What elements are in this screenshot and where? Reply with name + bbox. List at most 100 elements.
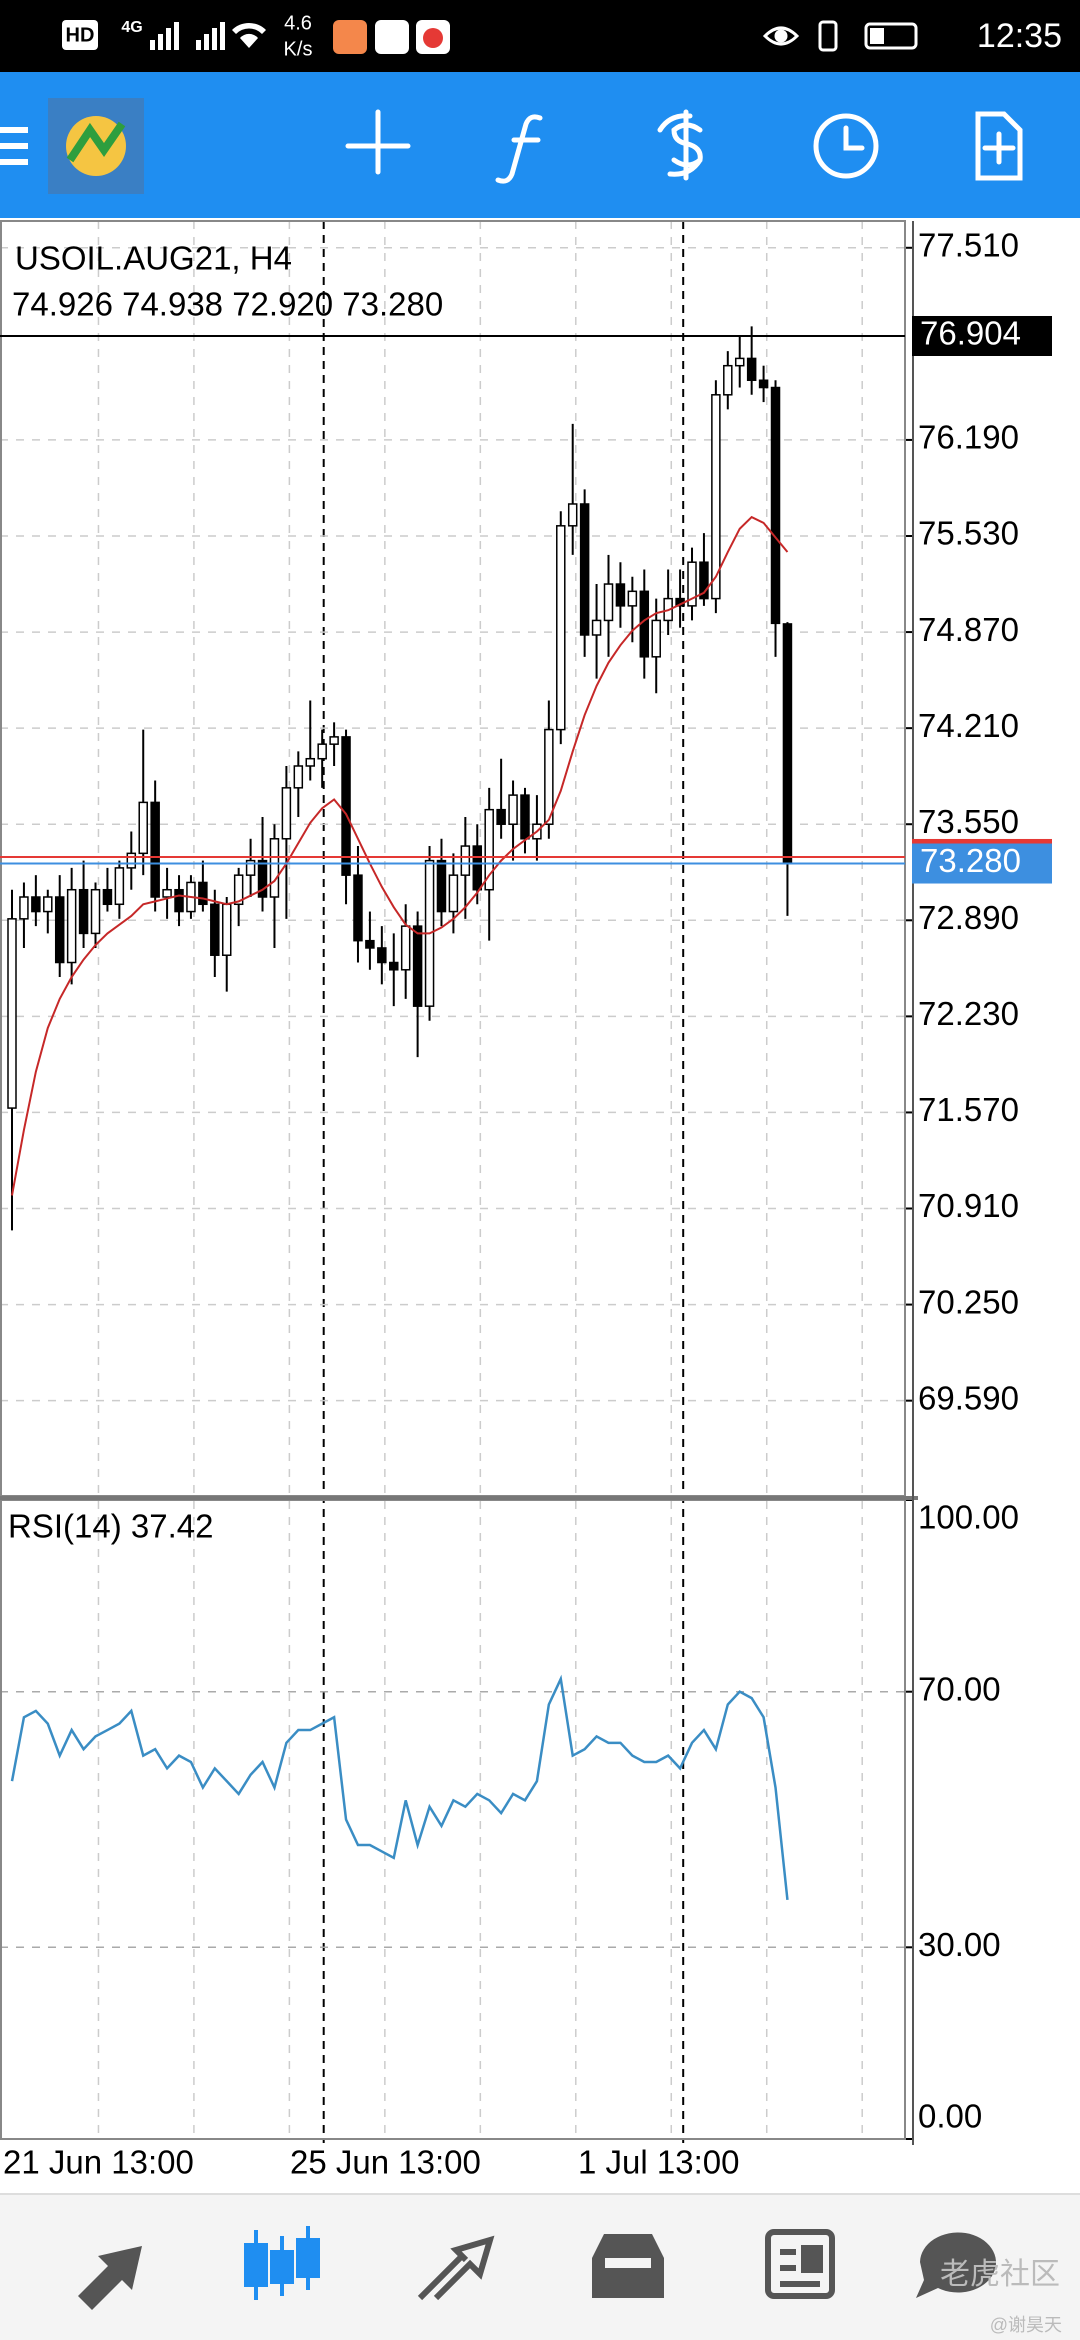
- y-tick-label: 69.590: [918, 1379, 1019, 1416]
- candle-body: [734, 357, 745, 367]
- chart-area: [0, 218, 1080, 2194]
- status-bar: [0, 0, 1080, 72]
- candle-body: [54, 896, 65, 964]
- crosshair-button[interactable]: [345, 109, 411, 175]
- price-label-box: [912, 843, 1052, 884]
- candle-body: [508, 794, 518, 825]
- candle-body: [544, 728, 554, 825]
- trade-tab[interactable]: [417, 2235, 495, 2301]
- y-tick-label: 30.00: [918, 1926, 1001, 1963]
- chat-tab[interactable]: [916, 2232, 996, 2298]
- app-icon: [375, 20, 409, 54]
- candle-body: [389, 961, 399, 971]
- candle-body: [150, 801, 160, 898]
- y-tick-label: 70.250: [918, 1283, 1019, 1320]
- candle-body: [603, 583, 614, 622]
- candle-body: [758, 379, 769, 389]
- price-label-box: [912, 838, 1052, 847]
- candle-body: [305, 757, 315, 767]
- candle-body: [412, 925, 423, 1007]
- new-order-button[interactable]: [975, 111, 1023, 181]
- candle-body: [567, 503, 578, 527]
- price-label-box: [912, 315, 1052, 356]
- candle-body: [687, 561, 697, 607]
- candle-body: [353, 874, 363, 942]
- candle-body: [245, 859, 256, 876]
- status-icons: [762, 20, 918, 52]
- price-label: 73.280: [920, 842, 1021, 879]
- history-tab[interactable]: [592, 2234, 664, 2298]
- indicators-button[interactable]: [495, 114, 543, 184]
- news-tab[interactable]: [765, 2229, 835, 2299]
- candle-body: [174, 888, 184, 913]
- candle-body: [257, 859, 268, 898]
- chart: 77.510 76.190 75.530 74.870 74.210 73.550 72.8…: [0, 220, 1052, 2181]
- candle-body: [782, 623, 793, 865]
- candle-body: [448, 874, 459, 913]
- candle-body: [7, 918, 17, 1109]
- candle-body: [210, 903, 220, 956]
- candle-body: [341, 736, 351, 876]
- candle-body: [66, 888, 77, 964]
- candle-body: [400, 925, 411, 971]
- x-tick-label: 25 Jun 13:00: [290, 2144, 481, 2181]
- candle-body: [19, 896, 29, 920]
- candle-body: [43, 896, 53, 913]
- y-tick-label: 72.890: [918, 899, 1019, 936]
- candle-body: [377, 947, 387, 964]
- candle-body: [269, 838, 280, 898]
- toolbar: [0, 72, 1080, 218]
- rsi-title: RSI(14) 37.42: [8, 1508, 213, 1545]
- menu-button[interactable]: [0, 127, 28, 165]
- speed-unit: K/s: [284, 38, 313, 60]
- chart-tab[interactable]: [244, 2226, 320, 2300]
- candle-body: [281, 787, 292, 840]
- candle-body: [126, 852, 137, 869]
- y-tick-label: 70.00: [918, 1670, 1001, 1707]
- app-icon-mark: [423, 28, 443, 48]
- y-tick-label: 74.210: [918, 707, 1019, 744]
- candle-body: [723, 364, 733, 396]
- logo-arrow: [66, 121, 126, 163]
- bottom-nav: [0, 2194, 1080, 2340]
- quotes-tab[interactable]: [78, 2246, 142, 2310]
- candle-body: [90, 888, 101, 935]
- y-tick-label: 73.550: [918, 803, 1019, 840]
- y-tick-label: 0.00: [918, 2098, 982, 2135]
- price-label: 76.904: [920, 315, 1021, 352]
- y-tick-label: 100.00: [918, 1499, 1019, 1536]
- candle-body: [520, 794, 530, 840]
- watermark-author: @谢昊天: [990, 2315, 1062, 2335]
- candle-body: [711, 394, 721, 600]
- y-tick-label: 74.870: [918, 611, 1019, 648]
- candle-body: [579, 503, 590, 636]
- candle-body: [233, 874, 244, 906]
- candle-body: [556, 525, 566, 731]
- hd-badge: [62, 20, 98, 50]
- y-tick-label: 70.910: [918, 1187, 1019, 1224]
- candle-body: [699, 561, 709, 600]
- candle-body: [78, 888, 89, 935]
- candle-body: [329, 736, 339, 745]
- moving-average: [11, 515, 789, 1196]
- candle-body: [138, 801, 148, 855]
- candle-body: [293, 765, 304, 789]
- candle-body: [496, 808, 506, 825]
- signal-icons: [150, 22, 266, 50]
- y-tick-label: 76.190: [918, 419, 1019, 456]
- y-tick-label: 72.230: [918, 995, 1019, 1032]
- candle-body: [102, 888, 113, 906]
- rsi-line: [10, 1674, 789, 1901]
- speed-value: 4.6: [284, 12, 312, 34]
- candle-body: [484, 808, 494, 891]
- candle-body: [746, 357, 757, 381]
- ohlc-readout: 74.926 74.938 72.920 73.280: [12, 286, 443, 323]
- battery-level: [870, 28, 884, 44]
- trade-button[interactable]: [657, 109, 703, 181]
- y-tick-label: 71.570: [918, 1091, 1019, 1128]
- history-button[interactable]: [813, 113, 879, 179]
- app-icon: [333, 20, 367, 54]
- candle-body: [221, 903, 232, 956]
- logo-globe: [66, 116, 126, 176]
